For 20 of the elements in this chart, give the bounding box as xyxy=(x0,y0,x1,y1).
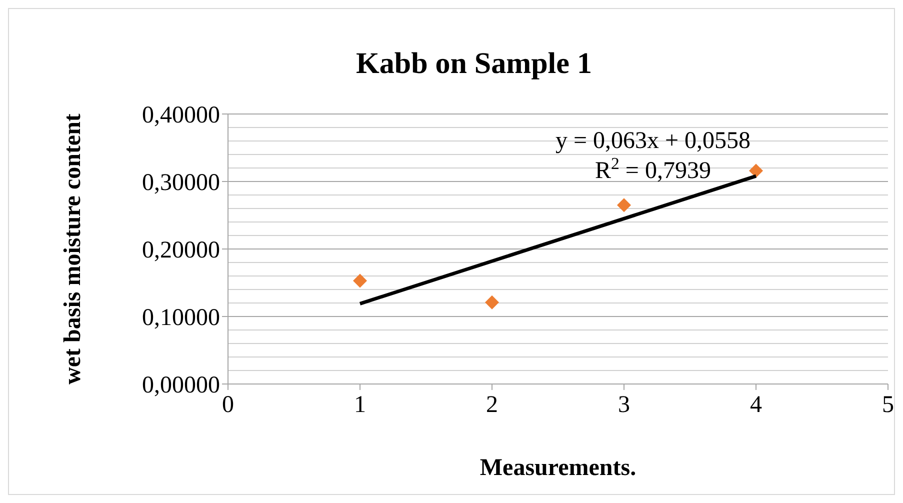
x-axis-title: Measurements. xyxy=(480,455,636,481)
point xyxy=(617,198,631,212)
y-tick-label: 0,20000 xyxy=(142,237,220,264)
y-tick-label: 0,10000 xyxy=(142,304,220,331)
chart-title: Kabb on Sample 1 xyxy=(356,47,592,80)
point xyxy=(485,295,499,310)
x-tick-label: 0 xyxy=(222,392,234,418)
x-tick-label: 1 xyxy=(354,392,366,418)
point xyxy=(749,164,763,178)
x-tick-label: 3 xyxy=(618,392,630,418)
y-tick-label: 0,30000 xyxy=(142,170,220,196)
point xyxy=(353,274,367,288)
x-tick-label: 2 xyxy=(486,392,498,418)
y-axis-title: wet basis moisture content xyxy=(60,114,86,384)
x-tick-label: 4 xyxy=(750,392,762,418)
x-tick-label: 5 xyxy=(882,392,894,418)
annotation: y = 0,063x + 0,0558 xyxy=(555,128,751,154)
annotation: R$^{2}$ = 0,7939 xyxy=(595,154,711,184)
y-tick-label: 0,40000 xyxy=(142,102,220,128)
y-tick-label: 0,00000 xyxy=(142,372,220,398)
